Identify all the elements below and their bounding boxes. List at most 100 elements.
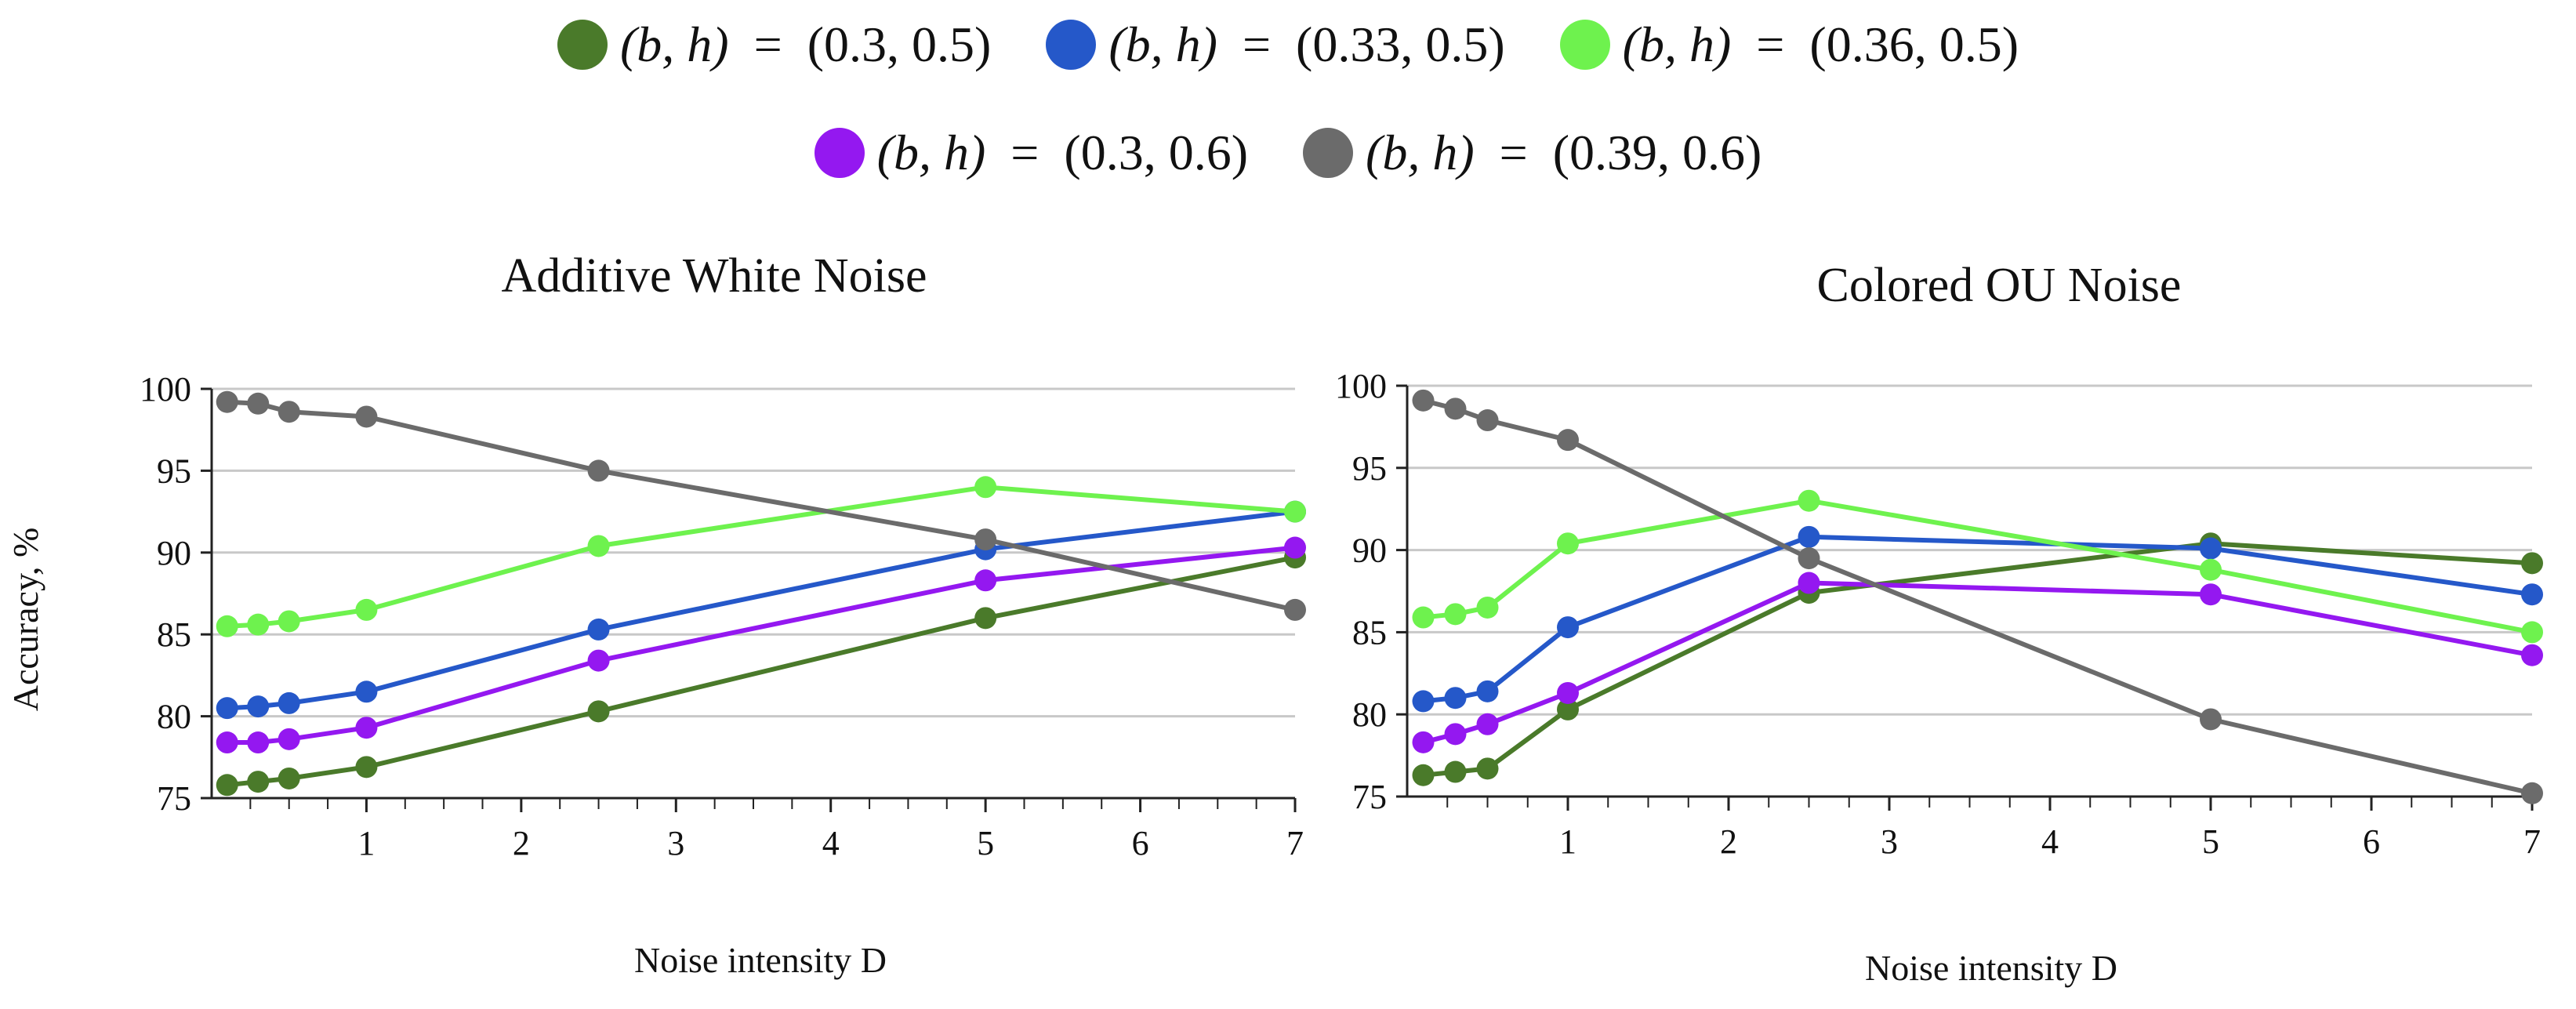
chart1-series-1-point [587,700,610,723]
chart1-series-4-point [278,728,300,750]
legend-item: (b, h) = (0.3, 0.5) [557,16,991,74]
chart2-series-1-point [2521,552,2543,575]
chart2-x-tick-label: 4 [2041,822,2059,861]
chart1-series-4-point [974,569,997,592]
chart2-series-5-point [2200,708,2222,731]
chart1-y-tick-label: 100 [140,370,191,408]
chart2-series-4-point [1798,572,1820,594]
legend-row-2: (b, h) = (0.3, 0.6) (b, h) = (0.39, 0.6) [0,124,2576,182]
chart1-title: Additive White Noise [502,249,927,303]
chart2-series-5-point [2521,782,2543,804]
chart1-series-5-point [247,392,270,415]
chart1-series-3-point [278,610,300,633]
chart2-series-1-point [1412,764,1435,786]
legend-label-equals: = [741,16,795,72]
chart1-series-5-point [355,405,378,428]
chart2-series-3-point [1444,603,1467,626]
chart2-title: Colored OU Noise [1817,259,2182,312]
chart2-series-2-point [1798,525,1820,548]
chart2-x-tick-label: 7 [2523,822,2541,861]
legend-label-value: (0.33, 0.5) [1296,16,1505,72]
chart1-series-4-point [1284,536,1306,559]
chart2-y-tick-label: 75 [1352,778,1387,816]
chart1-series-line-3 [227,485,1296,629]
chart1-series-3-point [355,598,378,621]
chart1-series-5-point [216,390,238,413]
legend-label-equals: = [998,125,1052,180]
chart2-series-3-point [1557,532,1579,555]
chart1-x-axis-label: Noise intensity D [634,940,887,980]
chart1-series-4-point [587,649,610,672]
chart1-series-3-point [587,535,610,557]
chart2-x-tick-label: 2 [1720,822,1737,861]
chart1-series-4-point [216,731,238,754]
legend-label-prefix: (b, h) [876,125,986,180]
chart1-y-tick-label: 90 [157,534,191,572]
legend-label-equals: = [1229,16,1284,72]
chart2-series-4-point [1412,731,1435,753]
legend-swatch-2 [1559,20,1610,70]
legend-item: (b, h) = (0.3, 0.6) [814,124,1248,182]
chart2-y-tick-label: 90 [1352,532,1387,570]
chart1-series-2-point [216,697,238,720]
chart2-series-line-5 [1422,397,2533,796]
chart2-series-4-point [1444,723,1467,746]
chart2-series-2-point [1557,616,1579,639]
chart2-series-3-point [1798,489,1820,512]
chart2-series-4-point [2200,583,2222,606]
chart1-x-tick-label: 7 [1286,824,1304,862]
chart1-series-1-point [278,767,300,789]
chart2-series-3-point [1412,606,1435,629]
chart1-series-line-4 [227,545,1296,745]
legend-label-prefix: (b, h) [1108,16,1217,72]
chart1-series-3-point [974,476,997,499]
legend-swatch-0 [557,20,608,70]
chart1-series-line-1 [227,555,1296,788]
chart2-series-3-point [2521,621,2543,644]
chart2-y-tick-label: 100 [1335,367,1387,405]
legend-row-1: (b, h) = (0.3, 0.5) (b, h) = (0.33, 0.5)… [0,16,2576,74]
chart2-series-4-point [1557,681,1579,704]
chart2-series-3-point [2200,558,2222,581]
chart1-x-tick-label: 5 [977,824,994,862]
chart1-series-2-point [247,695,270,718]
chart1-series-1-point [216,774,238,797]
chart2-series-4-point [2521,644,2543,666]
chart2-series-3-point [1476,596,1499,619]
chart2-series-line-3 [1423,498,2533,635]
chart2-series-line-4 [1422,580,2533,745]
chart1-y-tick-label: 85 [157,615,191,654]
chart1-series-5-point [278,401,300,423]
chart2-x-tick-label: 3 [1881,822,1898,861]
chart2-series-5-point [1412,389,1435,412]
chart2-x-tick-label: 5 [2202,822,2219,861]
chart1-series-line-2 [227,509,1296,711]
chart2-y-tick-label: 85 [1352,613,1387,651]
chart1-y-tick-label: 80 [157,698,191,736]
chart1-x-tick-label: 3 [667,824,684,862]
legend-label-equals: = [1486,125,1540,180]
legend-swatch-3 [814,128,865,178]
legend-label-prefix: (b, h) [619,16,729,72]
chart1-series-5-point [1284,598,1306,621]
chart1-y-tick-label: 95 [157,452,191,490]
chart2-series-5-point [1798,547,1820,570]
chart1-series-5-point [587,459,610,482]
chart1-series-2-point [355,681,378,703]
legend-label-prefix: (b, h) [1366,125,1475,180]
chart2-series-2-point [1412,690,1435,713]
chart1-series-4-point [247,731,270,754]
chart1-x-tick-label: 4 [822,824,840,862]
chart2-series-2-point [1444,687,1467,710]
chart2-x-tick-label: 6 [2363,822,2380,861]
chart2-series-line-2 [1423,534,2533,704]
chart1-x-tick-label: 2 [513,824,530,862]
chart1-series-line-5 [227,399,1296,612]
chart1-series-5-point [974,528,997,551]
legend-label-prefix: (b, h) [1622,16,1732,72]
legend-label-value: (0.39, 0.6) [1552,125,1762,180]
legend-item: (b, h) = (0.36, 0.5) [1559,16,2019,74]
legend-swatch-4 [1303,128,1353,178]
chart2-y-tick-label: 80 [1352,695,1387,734]
chart1-x-tick-label: 1 [357,824,375,862]
